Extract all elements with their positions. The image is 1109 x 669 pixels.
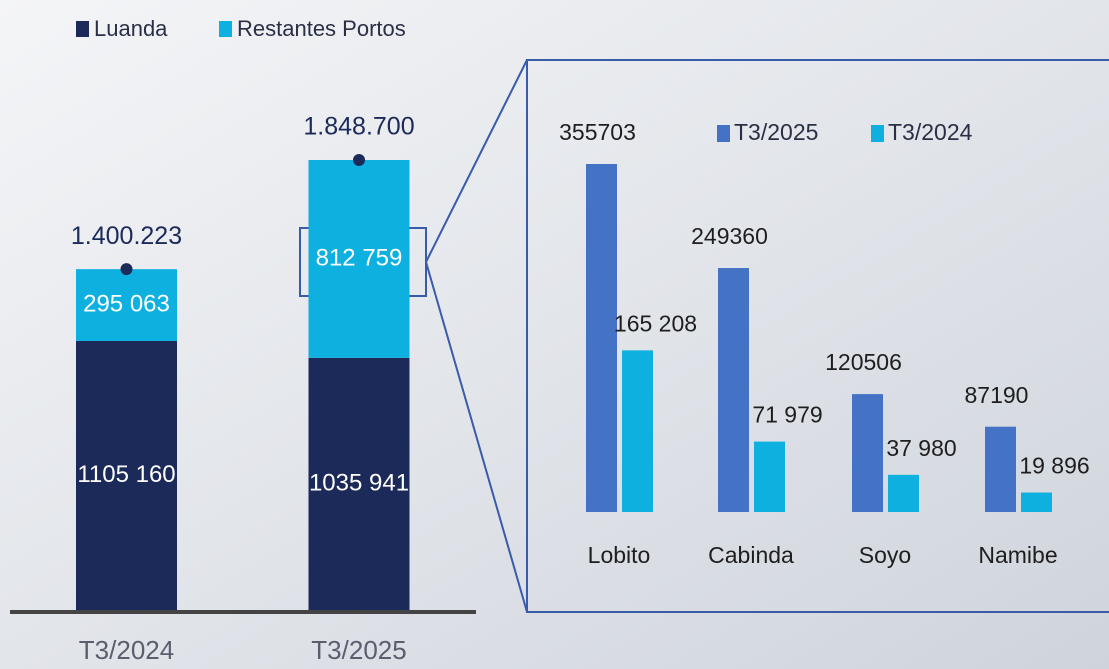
x-tick-label: Namibe bbox=[978, 542, 1057, 568]
value-label: 87190 bbox=[965, 382, 1029, 408]
value-label: 1035 941 bbox=[309, 469, 409, 496]
value-label: 19 896 bbox=[1019, 453, 1089, 479]
legend-label: T3/2025 bbox=[734, 119, 818, 145]
total-dot bbox=[353, 154, 365, 166]
total-dot bbox=[121, 263, 133, 275]
value-label: 120506 bbox=[825, 349, 902, 375]
x-tick-label: Cabinda bbox=[708, 542, 794, 568]
chart: Luanda Restantes Portos 1105 160 295 063 1.4… bbox=[0, 0, 1109, 669]
value-label: 37 980 bbox=[886, 435, 956, 461]
bar bbox=[888, 475, 919, 512]
total-label: 1.848.700 bbox=[303, 113, 414, 141]
bar bbox=[985, 427, 1016, 512]
bar bbox=[586, 164, 617, 512]
x-tick-label: T3/2024 bbox=[79, 635, 174, 665]
legend-swatch bbox=[219, 21, 232, 37]
value-label: 165 208 bbox=[614, 310, 697, 336]
value-label: 1105 160 bbox=[77, 461, 175, 488]
value-label: 812 759 bbox=[316, 244, 403, 271]
page: Luanda Restantes Portos 1105 160 295 063 1.4… bbox=[0, 0, 1109, 669]
x-tick-label: Soyo bbox=[859, 542, 911, 568]
value-label: 355703 bbox=[559, 119, 636, 145]
bar bbox=[718, 268, 749, 512]
x-tick-label: T3/2025 bbox=[311, 635, 406, 665]
legend-label: Restantes Portos bbox=[237, 16, 406, 41]
value-label: 71 979 bbox=[752, 402, 822, 428]
x-tick-label: Lobito bbox=[588, 542, 651, 568]
bar bbox=[754, 442, 785, 512]
bar bbox=[1021, 493, 1052, 512]
legend-swatch bbox=[871, 125, 884, 142]
bar bbox=[622, 350, 653, 512]
value-label: 295 063 bbox=[83, 290, 170, 317]
legend-swatch bbox=[717, 125, 730, 142]
legend-swatch bbox=[76, 21, 89, 37]
value-label: 249360 bbox=[691, 223, 768, 249]
legend-label: T3/2024 bbox=[888, 119, 973, 145]
legend-label: Luanda bbox=[94, 16, 168, 41]
total-label: 1.400.223 bbox=[71, 222, 182, 250]
bar bbox=[852, 394, 883, 512]
